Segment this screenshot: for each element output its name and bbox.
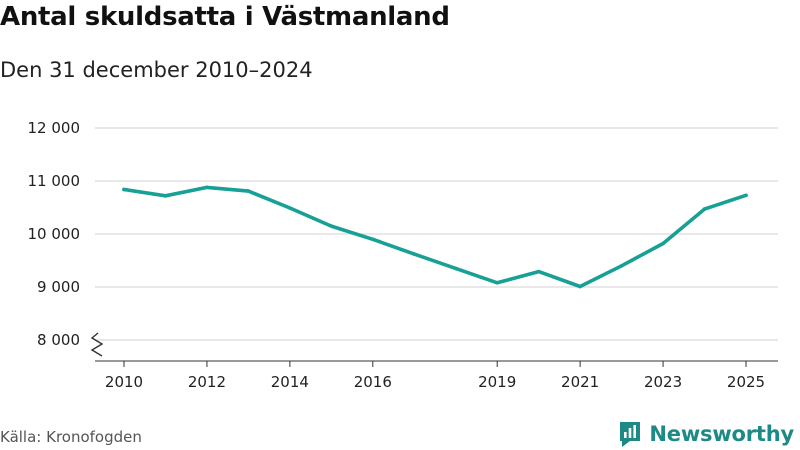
chart-subtitle: Den 31 december 2010–2024	[0, 58, 313, 82]
grid-lines	[95, 127, 778, 341]
data-point	[619, 264, 624, 268]
y-tick-label: 8 000	[37, 331, 80, 349]
brand-name: Newsworthy	[649, 422, 794, 446]
bar-chart-logo-icon	[620, 422, 641, 447]
axis-break-marker	[90, 332, 104, 357]
x-tick-label: 2012	[188, 373, 226, 391]
y-axis-ticks: 8 000 9 000 10 000 11 000 12 000	[28, 119, 81, 349]
x-tick-label: 2010	[105, 373, 143, 391]
data-point	[205, 185, 209, 190]
data-point	[122, 187, 126, 192]
x-tick-label: 2014	[271, 373, 309, 391]
x-tick-label: 2021	[561, 373, 599, 391]
data-point	[536, 269, 541, 274]
data-point	[163, 194, 168, 198]
data-point	[412, 252, 417, 256]
data-point	[453, 266, 458, 271]
data-point	[329, 224, 334, 228]
brand-logo[interactable]: Newsworthy	[618, 420, 794, 448]
data-point	[246, 189, 251, 193]
data-point	[288, 206, 292, 210]
data-point	[702, 207, 707, 211]
data-point	[744, 193, 748, 198]
x-tick-label: 2016	[354, 373, 392, 391]
axes	[90, 332, 778, 362]
x-axis-ticks: 2010 2012 2014 2016 2019 2021 2023 2025	[105, 361, 765, 391]
data-point	[495, 280, 500, 285]
y-tick-label: 11 000	[28, 172, 81, 190]
x-tick-label: 2025	[727, 373, 765, 391]
x-tick-label: 2019	[478, 373, 516, 391]
chart-title: Antal skuldsatta i Västmanland	[0, 2, 450, 32]
data-point	[661, 241, 665, 246]
series-layer	[122, 185, 748, 289]
y-tick-label: 10 000	[28, 225, 81, 243]
data-point	[371, 237, 375, 242]
series-line	[122, 185, 748, 289]
x-tick-label: 2023	[644, 373, 682, 391]
source-note: Källa: Kronofogden	[0, 428, 142, 446]
data-point	[578, 284, 582, 289]
y-tick-label: 12 000	[28, 119, 81, 137]
y-tick-label: 9 000	[37, 278, 80, 296]
